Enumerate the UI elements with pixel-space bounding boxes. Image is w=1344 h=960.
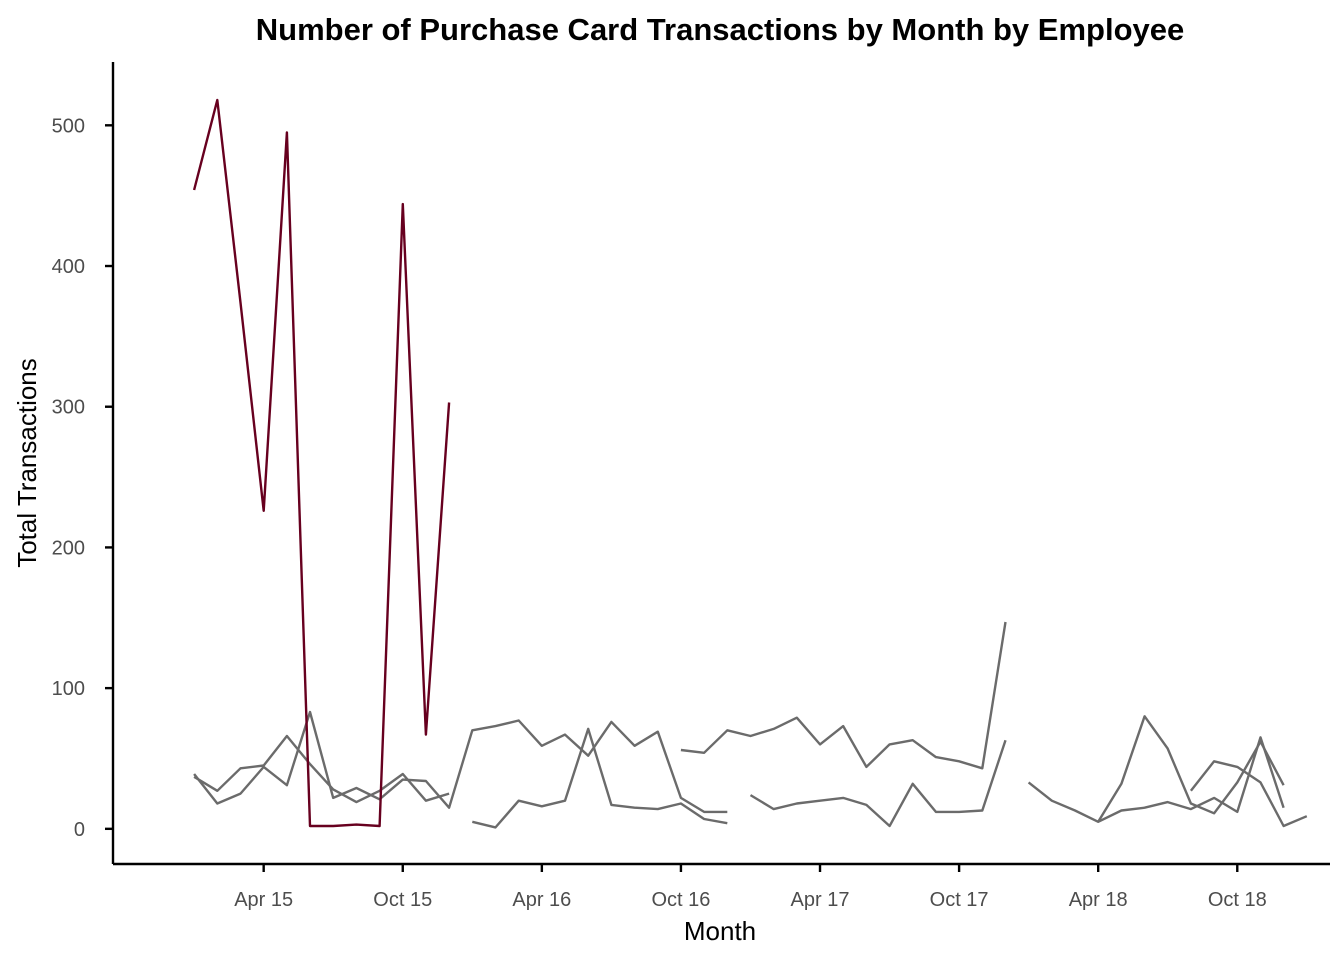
employee-line (1027, 736, 1285, 823)
employee-line (193, 734, 450, 804)
y-tick-label: 300 (52, 397, 85, 419)
y-tick-label: 0 (74, 819, 85, 841)
x-axis-title: Month (684, 916, 756, 946)
y-axis-title: Total Transactions (12, 358, 42, 568)
x-tick-label: Apr 18 (1069, 889, 1128, 911)
highlighted-employee-line (192, 98, 451, 828)
y-axis-ticks: 0 100 200 300 400 500 (52, 115, 113, 841)
x-tick-label: Oct 18 (1208, 889, 1267, 911)
employee-line (1097, 715, 1285, 823)
x-axis-ticks: Apr 15 Oct 15 Apr 16 Oct 16 Apr 17 Oct 17 Apr … (234, 864, 1267, 911)
y-tick-label: 200 (52, 537, 85, 559)
x-tick-label: Apr 16 (512, 889, 571, 911)
x-tick-label: Oct 15 (373, 889, 432, 911)
y-tick-label: 100 (52, 678, 85, 700)
x-tick-label: Apr 17 (791, 889, 850, 911)
y-tick-label: 500 (52, 115, 85, 137)
x-tick-label: Oct 17 (930, 889, 989, 911)
series-layer (192, 98, 1308, 829)
chart-title: Number of Purchase Card Transactions by … (256, 12, 1185, 47)
employee-line (1189, 760, 1308, 828)
employee-line (193, 710, 728, 814)
employee-line (749, 739, 1007, 828)
employee-line (472, 727, 728, 829)
employee-line (680, 621, 1007, 770)
x-tick-label: Oct 16 (651, 889, 710, 911)
x-tick-label: Apr 15 (234, 889, 293, 911)
y-tick-label: 400 (52, 256, 85, 278)
